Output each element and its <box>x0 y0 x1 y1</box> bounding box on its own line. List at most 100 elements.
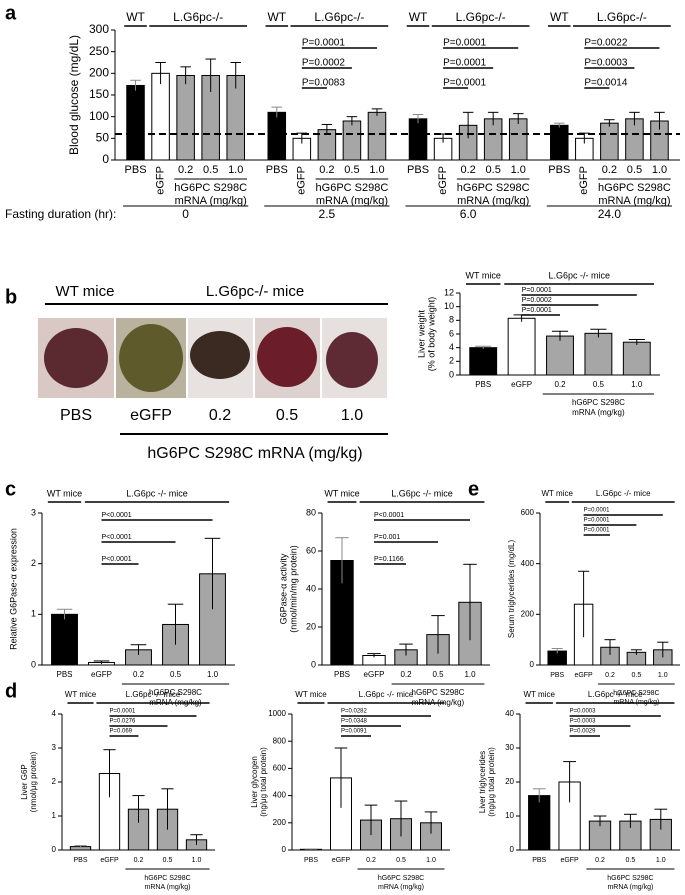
group-header: WT mice <box>324 488 359 498</box>
x-tick-label: PBS <box>73 857 87 864</box>
y-tick-label: 6 <box>449 328 454 338</box>
x-tick-label: eGFP <box>437 166 449 195</box>
y-tick-label: 40 <box>505 709 514 718</box>
photo-label: PBS <box>60 407 92 424</box>
x-tick-label: 1.0 <box>631 380 643 389</box>
y-tick-label: 2 <box>52 777 57 786</box>
y-tick-label: 3 <box>31 507 36 517</box>
y-tick-label: 150 <box>89 87 109 101</box>
x-tick-label: eGFP <box>332 857 351 864</box>
x-tick-label: 0.5 <box>486 164 501 176</box>
p-value: P=0.001 <box>374 534 400 541</box>
y-tick-label: 4 <box>52 709 57 718</box>
x-tick-label: 1.0 <box>658 672 668 679</box>
panel-letter: b <box>5 286 17 308</box>
liver <box>44 328 108 388</box>
y-tick-label: 200 <box>89 66 109 80</box>
group-header: WT <box>409 10 428 24</box>
y-axis-label: Liver weight <box>416 309 426 358</box>
x-tick-label: eGFP <box>574 672 593 679</box>
p-value: P=0.0091 <box>341 729 368 735</box>
x-axis-label: mRNA (mg/kg) <box>145 884 191 891</box>
x-axis-label: hG6PC S298C <box>572 398 625 407</box>
bar <box>126 84 145 161</box>
x-tick-label: PBS <box>56 670 72 679</box>
p-value: P=0.0002 <box>302 58 346 69</box>
x-tick-label: PBS <box>475 380 491 389</box>
bar <box>600 122 619 161</box>
x-axis-label: mRNA (mg/kg) <box>598 195 670 207</box>
p-value: P=0.0001 <box>443 38 487 49</box>
y-tick-label: 20 <box>306 621 316 631</box>
x-tick-label: 0.2 <box>178 164 193 176</box>
y-tick-label: 0 <box>282 845 287 854</box>
x-tick-label: 0.2 <box>319 164 334 176</box>
x-tick-label: 1.0 <box>207 670 219 679</box>
y-tick-label: 800 <box>273 736 287 745</box>
p-value: P=0.0029 <box>570 729 597 735</box>
x-tick-label: 0.5 <box>632 672 642 679</box>
y-tick-label: 10 <box>505 811 514 820</box>
x-tick-label: PBS <box>407 164 429 176</box>
x-tick-label: 1.0 <box>511 164 526 176</box>
p-value: P=0.0276 <box>110 719 137 725</box>
y-tick-label: 0 <box>52 845 57 854</box>
y-axis-label: (ng/μg total protein) <box>487 747 496 817</box>
y-tick-label: 20 <box>505 777 514 786</box>
bar <box>546 335 574 376</box>
group-label: 2.5 <box>319 207 336 221</box>
p-value: P=0.0348 <box>341 719 368 725</box>
photo-xlabel: hG6PC S298C mRNA (mg/kg) <box>147 445 362 462</box>
x-tick-label: 0.2 <box>595 857 605 864</box>
x-tick-label: 0.2 <box>460 164 475 176</box>
x-tick-label: eGFP <box>91 670 112 679</box>
x-axis-label: mRNA (mg/kg) <box>175 195 247 207</box>
x-tick-label: 0.5 <box>203 164 218 176</box>
x-tick-label: PBS <box>550 672 564 679</box>
x-tick-label: 0.2 <box>605 672 615 679</box>
y-tick-label: 0 <box>311 659 316 669</box>
x-tick-label: PBS <box>304 857 318 864</box>
panel-letter: d <box>5 680 17 702</box>
y-axis-label: G6Pase-α activity <box>278 553 288 624</box>
x-tick-label: 0.5 <box>627 164 642 176</box>
x-axis-label: mRNA (mg/kg) <box>378 884 424 891</box>
panel-letter: a <box>5 2 17 24</box>
p-value: P=0.0001 <box>584 528 611 534</box>
p-value: P=0.0003 <box>570 719 597 725</box>
group-header: WT mice <box>47 488 82 498</box>
group-header: L.G6pc-/- <box>597 10 647 24</box>
x-tick-label: 1.0 <box>228 164 243 176</box>
y-tick-label: 8 <box>449 315 454 325</box>
y-tick-label: 3 <box>52 743 57 752</box>
group-header: L.G6pc -/- mice <box>126 488 188 498</box>
p-value: P=0.0001 <box>584 508 611 514</box>
y-tick-label: 1 <box>31 609 36 619</box>
y-tick-label: 300 <box>89 22 109 36</box>
photo-label: eGFP <box>130 407 172 424</box>
x-tick-label: 1.0 <box>369 164 384 176</box>
p-value: P=0.0001 <box>443 78 487 89</box>
x-tick-label: PBS <box>266 164 288 176</box>
y-axis-label: Serum triglycerides (mg/dL) <box>507 540 516 639</box>
y-tick-label: 50 <box>96 131 110 145</box>
y-tick-label: 40 <box>306 583 316 593</box>
y-tick-label: 400 <box>273 791 287 800</box>
liver <box>119 324 183 392</box>
x-axis-label: hG6PC S298C <box>316 182 389 194</box>
bar <box>622 341 651 376</box>
y-tick-label: 0 <box>31 659 36 669</box>
photo-label: 0.5 <box>276 407 298 424</box>
p-value: P=0.0014 <box>584 78 628 89</box>
y-tick-label: 12 <box>444 287 454 297</box>
p-value: P=0.069 <box>110 729 133 735</box>
x-tick-label: 0.5 <box>170 670 182 679</box>
x-tick-label: eGFP <box>154 166 166 195</box>
x-axis-label: mRNA (mg/kg) <box>316 195 388 207</box>
y-tick-label: 4 <box>449 342 454 352</box>
group-header: L.G6pc-/- <box>173 10 223 24</box>
x-tick-label: eGFP <box>560 857 579 864</box>
y-axis-label: Relative G6Pase-α expression <box>8 528 18 650</box>
